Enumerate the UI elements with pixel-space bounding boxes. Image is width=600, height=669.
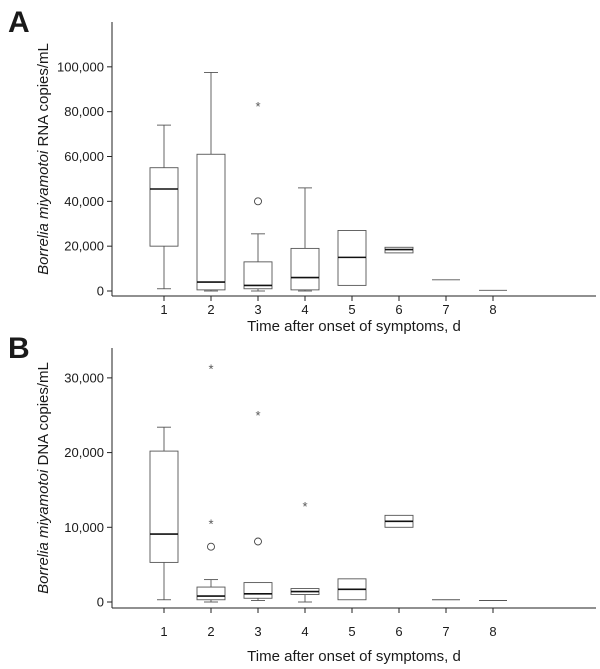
y-tick-label: 30,000: [64, 370, 104, 385]
y-axis-title: Borrelia miyamotoi DNA copies/mL: [35, 362, 52, 594]
y-axis-title-italic: Borrelia miyamotoi: [35, 469, 52, 594]
box-day-5: [337, 578, 367, 601]
box-day-4: [290, 187, 320, 292]
box-iqr: [243, 261, 273, 290]
box-day-2: **: [196, 362, 226, 603]
y-axis-title-rest: RNA copies/mL: [35, 43, 52, 151]
panel-label: A: [8, 6, 30, 39]
x-tick-label: 4: [301, 302, 308, 317]
box-day-3: *: [243, 99, 273, 292]
box-iqr: [149, 450, 179, 563]
x-tick-label: 7: [442, 624, 449, 639]
x-tick-label: 1: [160, 624, 167, 639]
extreme-point: *: [208, 516, 213, 531]
y-tick-label: 40,000: [64, 194, 104, 209]
y-tick-label: 80,000: [64, 104, 104, 119]
box-day-6: [384, 246, 414, 254]
extreme-point: *: [255, 99, 260, 114]
panel-A: A 0 20,000 40,000 60,000 80,000 100,000 1 2 3 4 5 6 7…: [8, 6, 596, 335]
box-iqr: [149, 167, 179, 247]
x-tick-label: 2: [207, 624, 214, 639]
extreme-point: *: [302, 499, 307, 514]
extreme-point: *: [208, 362, 213, 377]
x-tick-label: 8: [489, 302, 496, 317]
box-day-6: [384, 514, 414, 528]
panel-B: B 0 10,000 20,000 30,000 1 2 3 4 5 6 7 8 Time after o…: [8, 332, 596, 665]
x-tick-label: 5: [348, 624, 355, 639]
outlier-point: [254, 197, 262, 206]
box-day-3: *: [243, 408, 273, 601]
x-tick-label: 7: [442, 302, 449, 317]
x-tick-label: 6: [395, 302, 402, 317]
box-day-1: [149, 426, 179, 601]
x-tick-label: 3: [254, 624, 261, 639]
box-iqr: [196, 153, 226, 291]
x-tick-label: 5: [348, 302, 355, 317]
y-tick-label: 20,000: [64, 239, 104, 254]
box-day-5: [337, 230, 367, 286]
x-tick-label: 6: [395, 624, 402, 639]
x-tick-label: 2: [207, 302, 214, 317]
x-tick-label: 1: [160, 302, 167, 317]
y-tick-label: 60,000: [64, 149, 104, 164]
y-tick-label: 100,000: [57, 59, 104, 74]
y-tick-label: 0: [97, 284, 104, 299]
x-tick-label: 8: [489, 624, 496, 639]
y-axis-title-italic: Borrelia miyamotoi: [35, 150, 52, 275]
x-tick-label: 4: [301, 624, 308, 639]
y-tick-label: 10,000: [64, 520, 104, 535]
x-axis-title: Time after onset of symptoms, d: [247, 648, 461, 665]
y-axis-title-rest: DNA copies/mL: [35, 362, 52, 470]
box-day-4: *: [290, 499, 320, 603]
outlier-point: [207, 542, 215, 551]
y-tick-label: 0: [97, 595, 104, 610]
x-tick-label: 3: [254, 302, 261, 317]
y-tick-label: 20,000: [64, 445, 104, 460]
y-axis-title: Borrelia miyamotoi RNA copies/mL: [35, 43, 52, 275]
box-iqr: [243, 582, 273, 599]
box-iqr: [196, 586, 226, 601]
box-day-2: [196, 71, 226, 292]
panel-label: B: [8, 332, 30, 365]
box-day-1: [149, 124, 179, 290]
extreme-point: *: [255, 408, 260, 423]
x-axis-title: Time after onset of symptoms, d: [247, 318, 461, 335]
outlier-point: [254, 537, 262, 546]
box-iqr: [290, 247, 320, 291]
